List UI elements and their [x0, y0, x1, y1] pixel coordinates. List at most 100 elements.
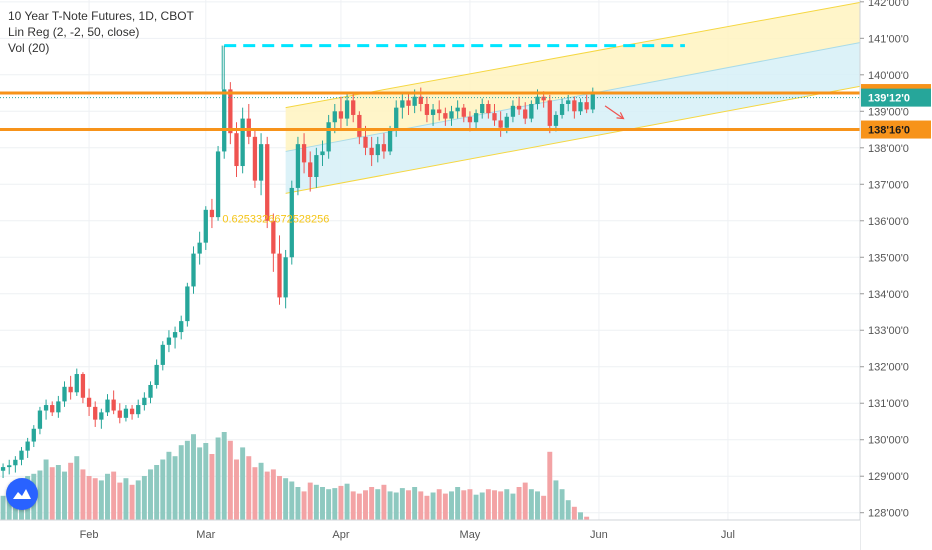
volume-bar — [578, 512, 583, 520]
volume-bar — [320, 487, 325, 520]
volume-bar — [406, 490, 411, 520]
price-tick-label: 133'00'0 — [868, 325, 909, 337]
candle-body — [369, 147, 374, 156]
price-tick-label: 136'00'0 — [868, 216, 909, 228]
volume-bar — [369, 487, 375, 520]
volume-label[interactable]: Vol (20) — [8, 41, 50, 55]
candle-body — [443, 113, 448, 119]
time-tick-label: Jun — [590, 529, 608, 541]
price-tick-label: 129'00'0 — [868, 471, 909, 483]
candle-body — [246, 118, 251, 137]
candle — [0, 463, 6, 479]
candle-body — [209, 209, 215, 218]
candle — [43, 399, 49, 420]
volume-bar — [172, 456, 178, 520]
candle — [172, 326, 178, 349]
indicator-label[interactable]: Lin Reg (2, -2, 50, close) — [8, 25, 140, 39]
candle — [308, 151, 313, 192]
price-tick-label: 128'00'0 — [868, 508, 909, 520]
candle — [320, 140, 325, 167]
chart-legend: 10 Year T-Note Futures, 1D, CBOT Lin Reg… — [8, 8, 194, 56]
volume-bar — [455, 487, 461, 520]
candle — [529, 100, 534, 123]
candle — [265, 136, 270, 229]
candle — [50, 401, 55, 416]
volume-bar — [227, 440, 233, 520]
candle — [430, 104, 436, 126]
candle — [142, 392, 147, 411]
time-axis: Feb Mar Apr May Jun Jul — [0, 519, 860, 550]
candle-body — [480, 104, 485, 114]
candle-body — [179, 321, 184, 333]
candle — [234, 122, 239, 177]
candle — [80, 372, 86, 404]
candle-body — [535, 96, 540, 104]
volume-bar — [252, 467, 258, 520]
candle — [246, 104, 251, 145]
candle-body — [418, 96, 423, 104]
volume-bar — [215, 437, 221, 520]
volume-bar — [332, 488, 338, 520]
candle-body — [510, 105, 516, 117]
candle-body — [590, 93, 595, 110]
candle-body — [80, 374, 86, 398]
candle-body — [148, 384, 153, 398]
candle-body — [105, 399, 110, 413]
symbol-title[interactable]: 10 Year T-Note Futures, 1D, CBOT — [8, 9, 194, 23]
candle — [553, 111, 559, 132]
candle-body — [387, 129, 393, 152]
candle-body — [62, 386, 67, 402]
volume-bar — [516, 487, 522, 520]
price-tick-label: 138'00'0 — [868, 143, 909, 155]
candle-body — [31, 428, 36, 442]
candle — [197, 231, 202, 265]
volume-bar — [338, 485, 344, 520]
tradingview-logo-icon[interactable] — [6, 478, 38, 510]
candle-body — [154, 364, 159, 385]
candle-body — [74, 374, 79, 393]
candle-body — [467, 116, 473, 123]
volume-bar — [565, 500, 571, 520]
candle — [277, 235, 282, 305]
volume-bar — [240, 447, 246, 520]
volume-bar — [92, 478, 98, 520]
candle-body — [160, 344, 165, 365]
level-price-tag-2: 138'16'0 — [861, 120, 931, 139]
candle — [215, 145, 221, 221]
candle — [424, 96, 430, 123]
fib-annotation-label: 0.6253326672528256 — [222, 214, 329, 226]
candle-body — [234, 133, 239, 167]
time-tick-label: May — [460, 529, 481, 541]
candle-body — [523, 109, 528, 119]
volume-bar — [301, 491, 307, 520]
volume-bar — [264, 471, 270, 520]
volume-bar — [37, 470, 43, 520]
volume-bar — [289, 481, 295, 520]
volume-bar — [535, 491, 540, 520]
candle — [357, 111, 362, 145]
volume-bar — [467, 489, 473, 520]
volume-bar — [197, 447, 203, 520]
volume-bar — [86, 476, 92, 520]
candle — [498, 111, 503, 137]
candle — [326, 114, 331, 159]
candle-body — [320, 151, 325, 156]
candle — [418, 87, 423, 112]
price-tick-label: 134'00'0 — [868, 289, 909, 301]
time-tick-label: Apr — [332, 529, 349, 541]
volume-bar — [123, 478, 129, 520]
candle-body — [215, 151, 221, 218]
candle-body — [191, 253, 196, 287]
volume-bar — [135, 480, 141, 520]
candle — [179, 315, 184, 340]
candle-body — [559, 104, 565, 115]
candle-body — [308, 162, 313, 177]
volume-bar — [498, 491, 504, 520]
trend-arrow-icon — [604, 105, 625, 120]
candle — [228, 82, 233, 145]
candle-body — [566, 100, 571, 104]
candle-body — [449, 111, 454, 119]
candle-body — [203, 209, 208, 243]
